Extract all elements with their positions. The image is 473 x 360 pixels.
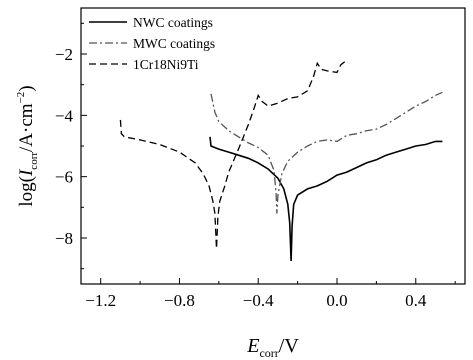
y-tick-label: −2 <box>55 45 73 64</box>
series-line-3 <box>119 59 348 249</box>
legend-label-3: 1Cr18Ni9Ti <box>133 57 199 72</box>
legend: NWC coatings MWC coatings 1Cr18Ni9Ti <box>89 15 215 72</box>
x-tick-label: −1.2 <box>85 291 116 310</box>
y-axis-title: log(Icorr/A·cm−2) <box>15 85 40 206</box>
x-tick-label: −0.8 <box>164 291 195 310</box>
x-tick-label: 0.0 <box>326 291 347 310</box>
x-tick-label: −0.4 <box>243 291 274 310</box>
series-layer <box>119 59 443 262</box>
x-axis-title: Ecorr/V <box>246 335 299 360</box>
x-tick-label: 0.4 <box>405 291 427 310</box>
x-axis-title-sub: corr <box>259 346 278 360</box>
y-tick-label: −8 <box>55 229 73 248</box>
legend-label-1: NWC coatings <box>133 15 213 30</box>
ticks-layer: −1.2 −0.8 −0.4 0.0 0.4 −8 −6 −4 −2 <box>55 22 456 310</box>
y-axis-title-open: log( <box>16 176 37 207</box>
y-axis-title-sup: −2 <box>15 92 27 104</box>
series-line-2 <box>210 91 443 214</box>
y-axis-title-sub: corr <box>28 152 40 170</box>
series-line-1 <box>209 136 443 262</box>
legend-label-2: MWC coatings <box>133 36 215 51</box>
y-tick-label: −6 <box>55 168 73 187</box>
x-axis-title-rest: /V <box>279 335 300 357</box>
x-axis-title-main: E <box>246 335 259 357</box>
y-tick-label: −4 <box>55 106 74 125</box>
y-axis-title-main: I <box>16 168 37 177</box>
y-axis-title-mid: /A·cm <box>16 103 37 152</box>
y-axis-title-close: ) <box>16 85 37 91</box>
